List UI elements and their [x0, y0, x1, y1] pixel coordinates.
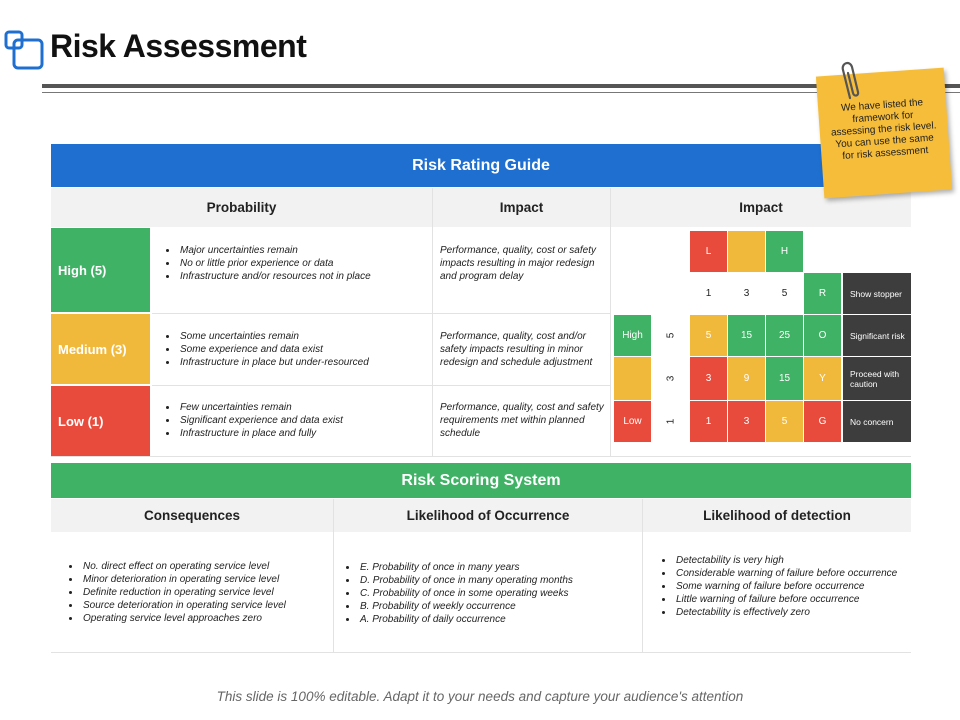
header-likelihood-detection: Likelihood of detection [643, 499, 911, 532]
probability-low: Few uncertainties remain Significant exp… [152, 401, 432, 440]
matrix-impact-scale: 5 [781, 288, 788, 299]
impact-low: Performance, quality, cost and safety re… [440, 402, 604, 439]
list-item: A. Probability of daily occurrence [358, 613, 640, 626]
consequences-list: No. direct effect on operating service l… [55, 560, 333, 625]
list-item: Minor deterioration in operating service… [81, 573, 333, 586]
footer-caption: This slide is 100% editable. Adapt it to… [216, 689, 744, 704]
matrix-likelihood-scale: 3 [652, 357, 689, 400]
impact-high: Performance, quality, cost or safety imp… [440, 245, 596, 282]
level-medium-label: Medium (3) [58, 341, 127, 357]
header-probability: Probability [51, 188, 432, 227]
row-divider [152, 385, 610, 386]
matrix-cell: 9 [728, 357, 765, 400]
title-divider-thin [42, 92, 960, 93]
sticky-note: We have listed the framework for assessi… [815, 67, 953, 199]
matrix-likelihood-scale: 5 [652, 315, 689, 356]
matrix-desc: No concern [843, 401, 911, 442]
list-item: Definite reduction in operating service … [81, 586, 333, 599]
matrix-cell: 5 [690, 315, 727, 356]
table-bottom-border [51, 652, 911, 653]
list-item: Infrastructure in place and fully [178, 427, 432, 440]
header-likelihood-occurrence: Likelihood of Occurrence [334, 499, 642, 532]
matrix-cell: 25 [766, 315, 803, 356]
matrix-impact-low: L [690, 231, 727, 272]
occurrence-list: E. Probability of once in many years D. … [332, 561, 640, 626]
list-item: Some experience and data exist [178, 343, 432, 356]
matrix-likelihood-scale-label: 5 [665, 332, 676, 339]
sticky-note-text: We have listed the framework for assessi… [830, 97, 937, 162]
matrix-cell: 15 [766, 357, 803, 400]
row-divider [51, 456, 911, 457]
matrix-likelihood-low: Low [614, 401, 651, 442]
list-item: Detectability is effectively zero [674, 606, 908, 619]
matrix-rating: Y [804, 357, 841, 400]
level-low: Low (1) [51, 386, 150, 456]
list-item: D. Probability of once in many operating… [358, 574, 640, 587]
matrix-impact-high: H [766, 231, 803, 272]
list-item: Infrastructure and/or resources not in p… [178, 270, 432, 283]
risk-scoring-system-title: Risk Scoring System [401, 471, 561, 489]
matrix-likelihood-scale-label: 3 [665, 375, 676, 382]
level-high-label: High (5) [58, 262, 107, 278]
matrix-rating: G [804, 401, 841, 442]
matrix-cell: 5 [766, 401, 803, 442]
paperclip-icon [841, 61, 860, 100]
matrix-likelihood-scale-label: 1 [665, 418, 676, 425]
matrix-rating: O [804, 315, 841, 356]
list-item: Considerable warning of failure before o… [674, 567, 908, 580]
list-item: Some warning of failure before occurrenc… [674, 580, 908, 593]
probability-high: Major uncertainties remain No or little … [152, 244, 432, 283]
list-item: Major uncertainties remain [178, 244, 432, 257]
matrix-likelihood-high: High [614, 315, 651, 356]
list-item: No. direct effect on operating service l… [81, 560, 333, 573]
matrix-likelihood-scale: 1 [652, 401, 689, 442]
matrix-impact-mid [728, 231, 765, 272]
list-item: E. Probability of once in many years [358, 561, 640, 574]
matrix-cell: 1 [690, 401, 727, 442]
list-item: Some uncertainties remain [178, 330, 432, 343]
probability-medium: Some uncertainties remain Some experienc… [152, 330, 432, 369]
list-item: Detectability is very high [674, 554, 908, 567]
detection-list: Detectability is very high Considerable … [648, 554, 908, 619]
header-divider [610, 188, 611, 456]
header-consequences: Consequences [51, 499, 333, 532]
matrix-cell: 15 [728, 315, 765, 356]
matrix-rating-header: R [804, 273, 841, 314]
row-divider [152, 313, 610, 314]
matrix-likelihood-mid [614, 357, 651, 400]
matrix-impact-scale: 3 [743, 288, 750, 299]
risk-rating-guide-title: Risk Rating Guide [412, 156, 550, 174]
matrix-impact-scale: 1 [705, 288, 712, 299]
list-item: Source deterioration in operating servic… [81, 599, 333, 612]
list-item: C. Probability of once in some operating… [358, 587, 640, 600]
level-medium: Medium (3) [51, 314, 150, 384]
list-item: No or little prior experience or data [178, 257, 432, 270]
level-low-label: Low (1) [58, 413, 104, 429]
column-divider [642, 499, 643, 652]
impact-medium: Performance, quality, cost and/or safety… [440, 331, 593, 368]
level-high: High (5) [51, 228, 150, 312]
matrix-desc: Significant risk [843, 315, 911, 356]
matrix-cell: 3 [690, 357, 727, 400]
matrix-desc: Proceed with caution [843, 357, 911, 400]
overlapping-squares-icon [4, 30, 44, 70]
column-divider [333, 499, 334, 652]
risk-rating-guide-bar: Risk Rating Guide [51, 144, 911, 187]
matrix-desc-show-stopper: Show stopper [843, 273, 911, 314]
list-item: Operating service level approaches zero [81, 612, 333, 625]
list-item: B. Probability of weekly occurrence [358, 600, 640, 613]
matrix-cell: 3 [728, 401, 765, 442]
list-item: Little warning of failure before occurre… [674, 593, 908, 606]
list-item: Few uncertainties remain [178, 401, 432, 414]
title-divider [42, 84, 960, 88]
risk-scoring-system-bar: Risk Scoring System [51, 463, 911, 498]
list-item: Infrastructure in place but under-resour… [178, 356, 432, 369]
header-impact: Impact [433, 188, 610, 227]
page-title: Risk Assessment [50, 28, 307, 64]
list-item: Significant experience and data exist [178, 414, 432, 427]
header-divider [432, 188, 433, 456]
